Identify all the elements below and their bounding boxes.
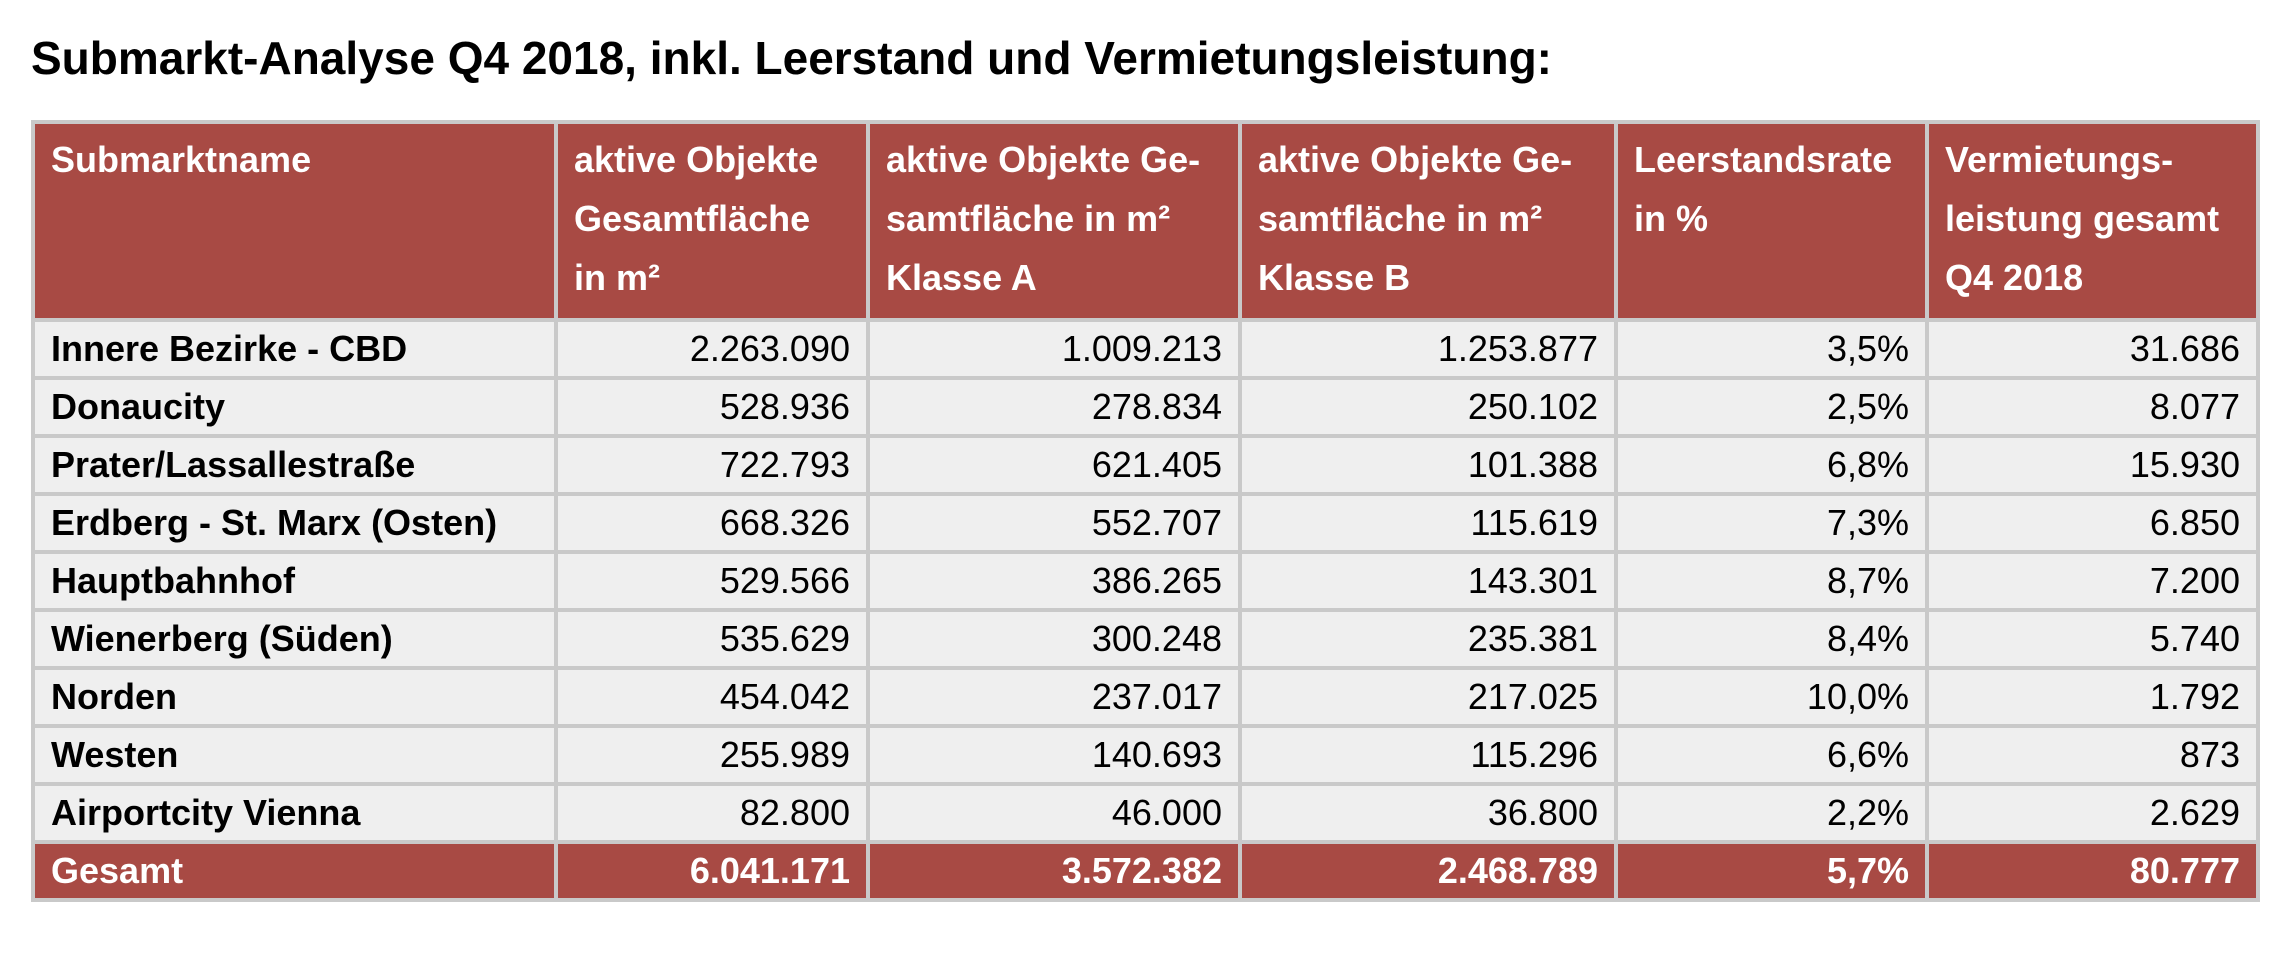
cell-class-a-area: 1.009.213	[866, 318, 1242, 380]
cell-class-a-area: 300.248	[866, 608, 1242, 670]
table-row: Innere Bezirke - CBD 2.263.090 1.009.213 1.…	[31, 318, 2260, 380]
total-cell-total-area: 6.041.171	[554, 840, 870, 902]
cell-vacancy-rate: 8,4%	[1614, 608, 1929, 670]
cell-class-b-area: 101.388	[1238, 434, 1618, 496]
table-row: Norden 454.042 237.017 217.025 10,0% 1.792	[31, 666, 2260, 728]
header-total-area: aktive Objekte Gesamtfläche in m²	[554, 120, 870, 322]
cell-class-a-area: 237.017	[866, 666, 1242, 728]
cell-vacancy-rate: 10,0%	[1614, 666, 1929, 728]
page-title: Submarkt-Analyse Q4 2018, inkl. Leerstan…	[31, 32, 1552, 84]
cell-class-a-area: 552.707	[866, 492, 1242, 554]
cell-submarket-name: Wienerberg (Süden)	[31, 608, 558, 670]
submarket-table: Submarktname aktive Objekte Gesamtfläche…	[31, 120, 2260, 902]
table-row: Prater/Lassallestraße 722.793 621.405 101.3…	[31, 434, 2260, 496]
cell-class-b-area: 1.253.877	[1238, 318, 1618, 380]
cell-vacancy-rate: 2,2%	[1614, 782, 1929, 844]
header-class-a-area: aktive Objekte Ge- samtfläche in m² Klas…	[866, 120, 1242, 322]
header-label: aktive Objekte Gesamtfläche in m²	[574, 139, 819, 298]
cell-class-a-area: 386.265	[866, 550, 1242, 612]
cell-total-area: 454.042	[554, 666, 870, 728]
cell-class-b-area: 217.025	[1238, 666, 1618, 728]
header-vacancy-rate: Leerstandsrate in %	[1614, 120, 1929, 322]
cell-letting-performance: 2.629	[1925, 782, 2260, 844]
header-label: aktive Objekte Ge- samtfläche in m² Klas…	[1258, 139, 1573, 298]
total-row: Gesamt 6.041.171 3.572.382 2.468.789 5,7…	[31, 840, 2260, 902]
cell-class-b-area: 115.619	[1238, 492, 1618, 554]
cell-letting-performance: 15.930	[1925, 434, 2260, 496]
cell-class-b-area: 250.102	[1238, 376, 1618, 438]
cell-letting-performance: 31.686	[1925, 318, 2260, 380]
cell-letting-performance: 7.200	[1925, 550, 2260, 612]
cell-total-area: 722.793	[554, 434, 870, 496]
cell-vacancy-rate: 8,7%	[1614, 550, 1929, 612]
cell-submarket-name: Innere Bezirke - CBD	[31, 318, 558, 380]
cell-vacancy-rate: 7,3%	[1614, 492, 1929, 554]
header-label: Vermietungs- leistung gesamt Q4 2018	[1945, 139, 2220, 298]
cell-total-area: 529.566	[554, 550, 870, 612]
cell-submarket-name: Norden	[31, 666, 558, 728]
header-letting-performance: Vermietungs- leistung gesamt Q4 2018	[1925, 120, 2260, 322]
table-header: Submarktname aktive Objekte Gesamtfläche…	[31, 120, 2260, 322]
cell-class-a-area: 621.405	[866, 434, 1242, 496]
total-cell-letting-performance: 80.777	[1925, 840, 2260, 902]
cell-class-a-area: 278.834	[866, 376, 1242, 438]
header-label: aktive Objekte Ge- samtfläche in m² Klas…	[886, 139, 1201, 298]
cell-total-area: 528.936	[554, 376, 870, 438]
cell-submarket-name: Westen	[31, 724, 558, 786]
cell-total-area: 82.800	[554, 782, 870, 844]
cell-class-b-area: 115.296	[1238, 724, 1618, 786]
cell-submarket-name: Erdberg - St. Marx (Osten)	[31, 492, 558, 554]
table-row: Erdberg - St. Marx (Osten) 668.326 552.707…	[31, 492, 2260, 554]
cell-class-b-area: 36.800	[1238, 782, 1618, 844]
cell-class-a-area: 46.000	[866, 782, 1242, 844]
header-label: Leerstandsrate in %	[1634, 139, 1893, 239]
cell-total-area: 535.629	[554, 608, 870, 670]
table-row: Airportcity Vienna 82.800 46.000 36.800 2,2%…	[31, 782, 2260, 844]
cell-total-area: 668.326	[554, 492, 870, 554]
header-label: Submarktname	[51, 139, 312, 180]
cell-class-a-area: 140.693	[866, 724, 1242, 786]
cell-letting-performance: 5.740	[1925, 608, 2260, 670]
cell-total-area: 2.263.090	[554, 318, 870, 380]
header-submarket-name: Submarktname	[31, 120, 558, 322]
cell-submarket-name: Donaucity	[31, 376, 558, 438]
total-cell-vacancy-rate: 5,7%	[1614, 840, 1929, 902]
cell-class-b-area: 143.301	[1238, 550, 1618, 612]
cell-letting-performance: 873	[1925, 724, 2260, 786]
total-cell-class-b-area: 2.468.789	[1238, 840, 1618, 902]
cell-submarket-name: Airportcity Vienna	[31, 782, 558, 844]
header-class-b-area: aktive Objekte Ge- samtfläche in m² Klas…	[1238, 120, 1618, 322]
cell-letting-performance: 6.850	[1925, 492, 2260, 554]
cell-vacancy-rate: 3,5%	[1614, 318, 1929, 380]
cell-total-area: 255.989	[554, 724, 870, 786]
table-row: Hauptbahnhof 529.566 386.265 143.301 8,7% 7.2…	[31, 550, 2260, 612]
cell-submarket-name: Prater/Lassallestraße	[31, 434, 558, 496]
total-cell-class-a-area: 3.572.382	[866, 840, 1242, 902]
table-row: Westen 255.989 140.693 115.296 6,6% 873	[31, 724, 2260, 786]
table-footer: Gesamt 6.041.171 3.572.382 2.468.789 5,7…	[31, 840, 2260, 902]
cell-class-b-area: 235.381	[1238, 608, 1618, 670]
table-row: Donaucity 528.936 278.834 250.102 2,5% 8.077	[31, 376, 2260, 438]
cell-letting-performance: 8.077	[1925, 376, 2260, 438]
cell-submarket-name: Hauptbahnhof	[31, 550, 558, 612]
cell-vacancy-rate: 6,6%	[1614, 724, 1929, 786]
table-row: Wienerberg (Süden) 535.629 300.248 235.381 8…	[31, 608, 2260, 670]
cell-vacancy-rate: 6,8%	[1614, 434, 1929, 496]
total-label: Gesamt	[31, 840, 558, 902]
cell-vacancy-rate: 2,5%	[1614, 376, 1929, 438]
header-row: Submarktname aktive Objekte Gesamtfläche…	[31, 120, 2260, 322]
table-body: Innere Bezirke - CBD 2.263.090 1.009.213 1.…	[31, 318, 2260, 844]
cell-letting-performance: 1.792	[1925, 666, 2260, 728]
